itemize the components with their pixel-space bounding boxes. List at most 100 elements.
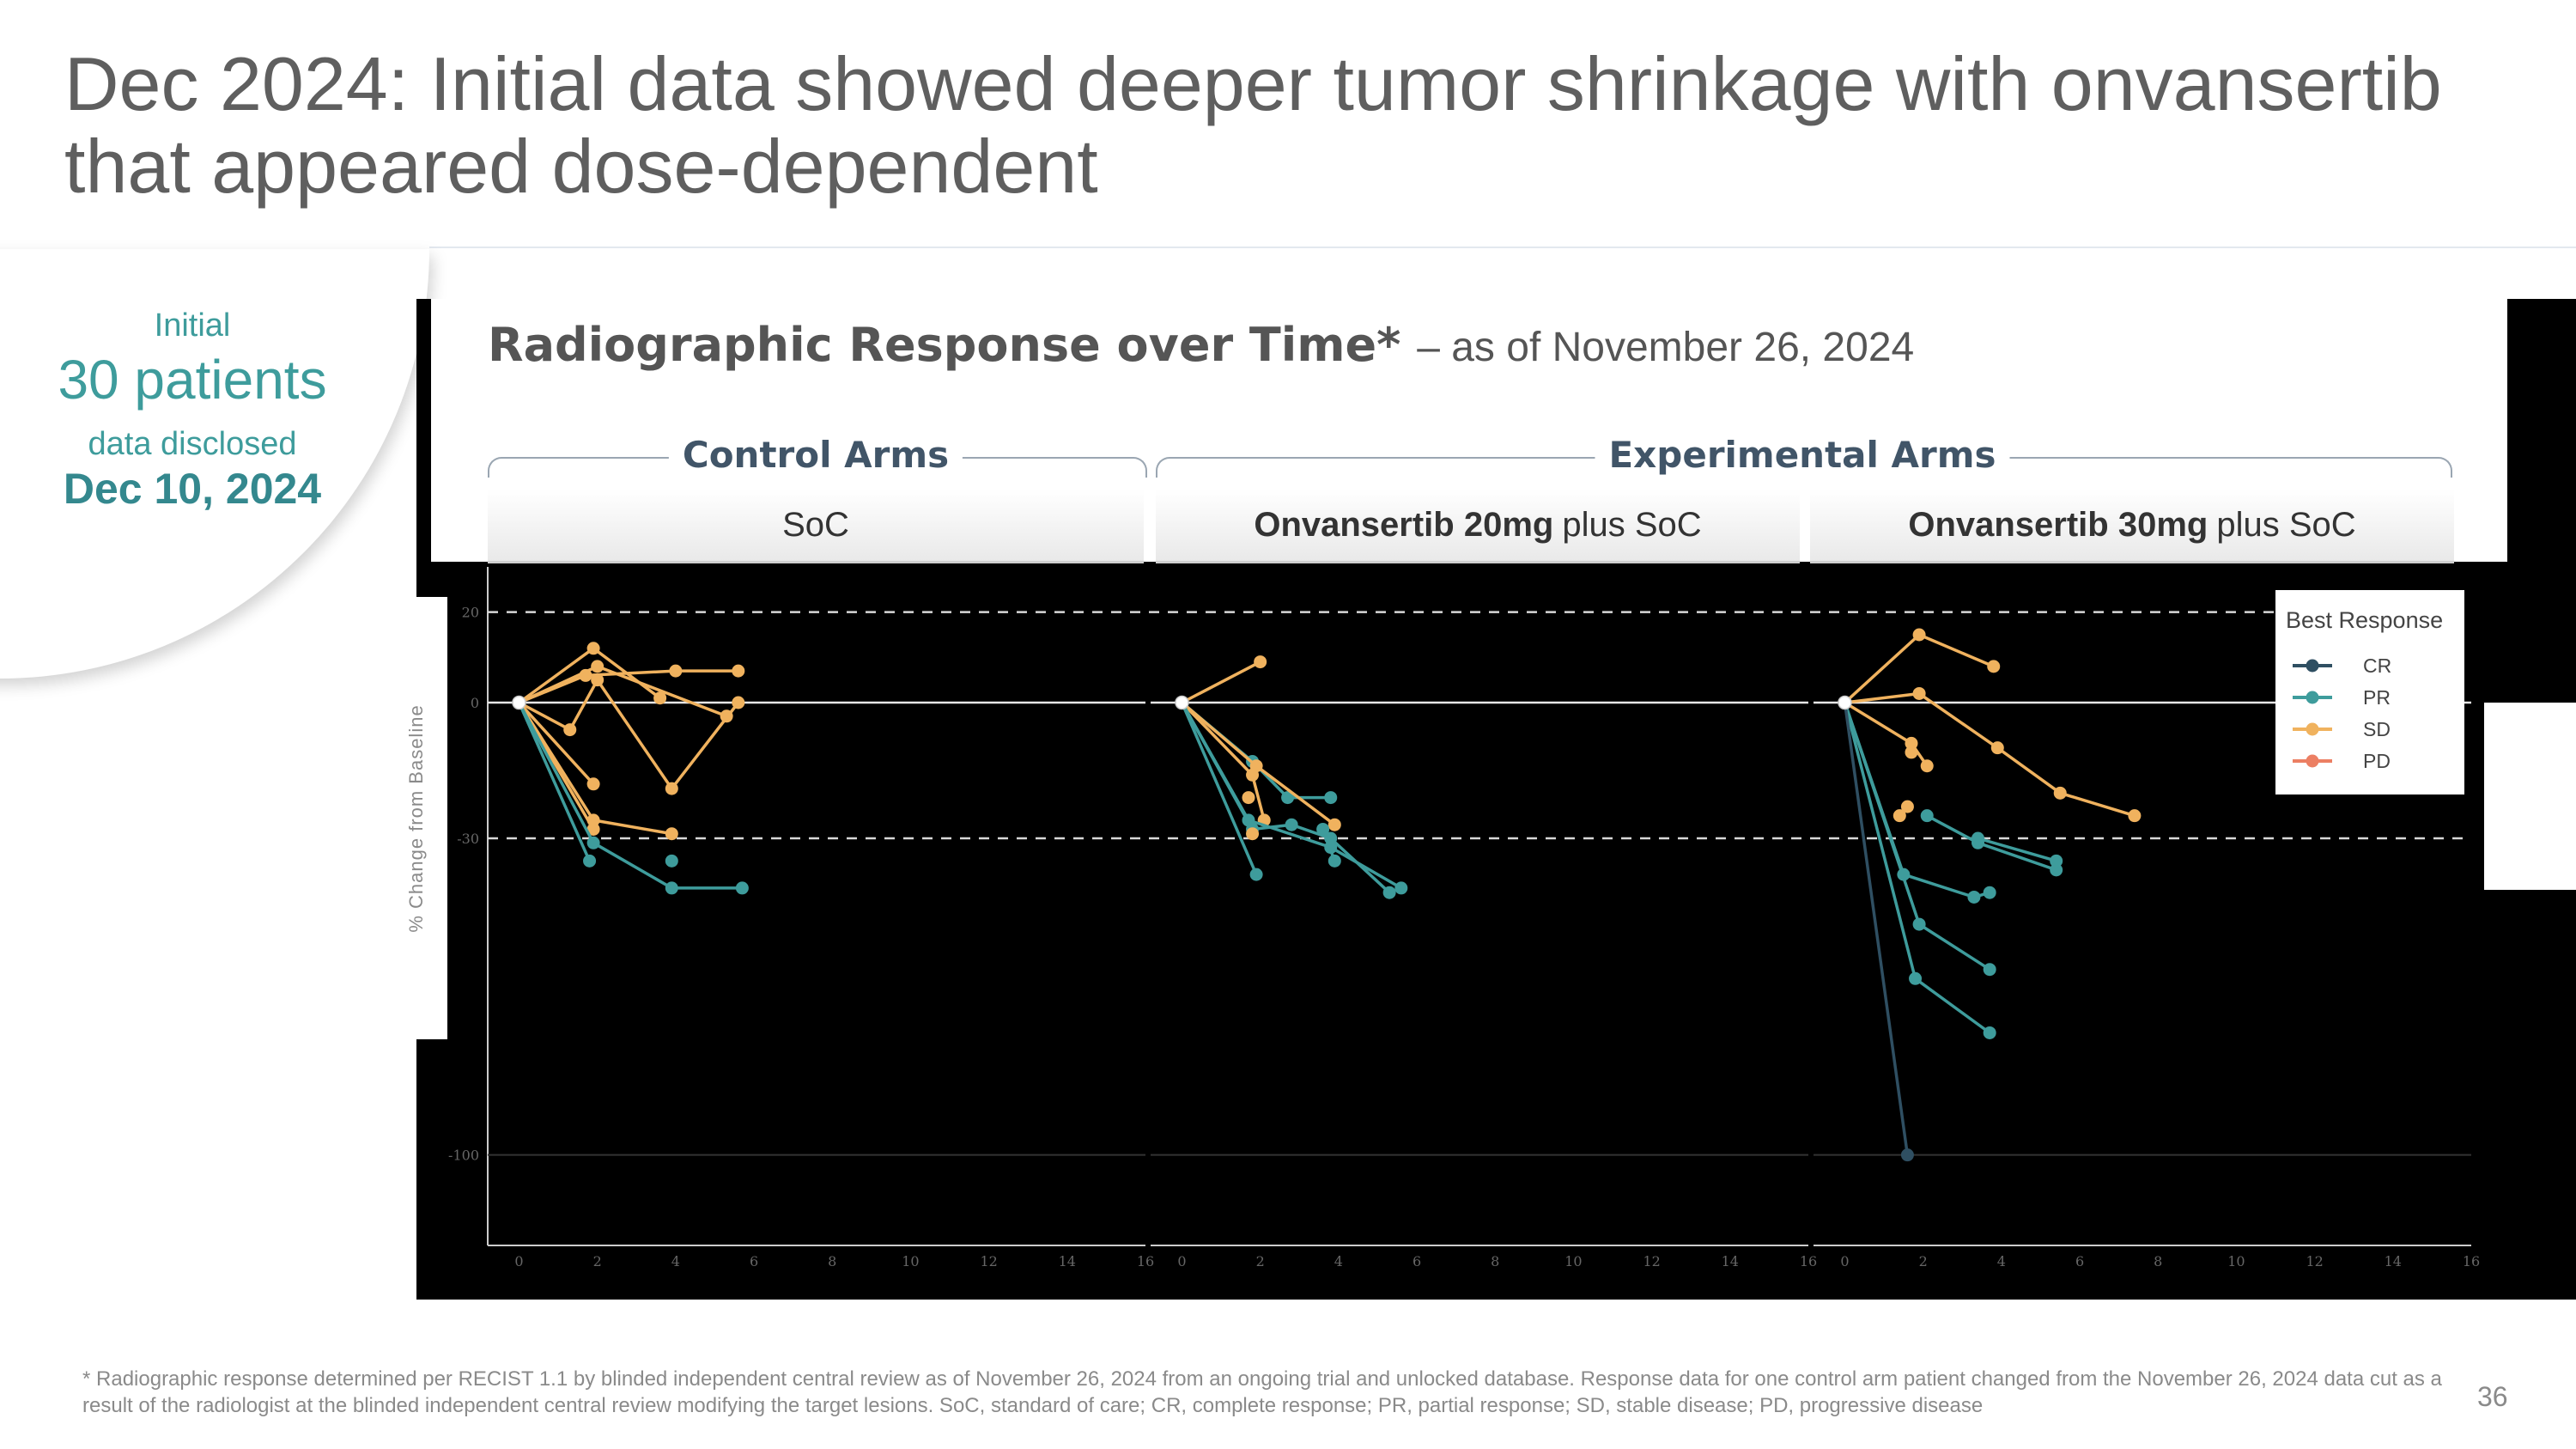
x-tick-label: 6	[1413, 1253, 1421, 1269]
data-point-pr	[1909, 971, 1923, 985]
legend-marker-cr	[2306, 659, 2319, 673]
data-point-pr	[1382, 886, 1396, 899]
facet-header-20mg: Onvansertib 20mg plus SoC	[1156, 490, 1800, 563]
data-point-sd	[669, 664, 683, 678]
facet-header-soc: SoC	[488, 490, 1144, 563]
x-tick-label: 2	[1919, 1253, 1928, 1269]
x-tick-label: 16	[2463, 1253, 2480, 1269]
facet-header-30mg: Onvansertib 30mg plus SoC	[1810, 490, 2454, 563]
series-line-cr	[1843, 702, 1910, 1155]
y-tick-label: -100	[448, 1148, 479, 1164]
data-point-sd	[1905, 746, 1918, 759]
data-point-sd	[1900, 800, 1914, 813]
facet-header-20mg-suffix: plus SoC	[1562, 506, 1702, 544]
data-point-pr	[1281, 791, 1295, 805]
data-point-sd	[1905, 736, 1918, 750]
x-tick-label: 14	[2385, 1253, 2402, 1269]
group-label-experimental: Experimental Arms	[1595, 434, 2010, 476]
data-point-cr	[1900, 1148, 1914, 1162]
title-divider	[429, 247, 2576, 248]
data-point-sd	[2128, 809, 2142, 823]
data-point-sd	[1990, 741, 2004, 755]
x-tick-label: 2	[593, 1253, 602, 1269]
data-point-sd	[586, 642, 600, 655]
slide-title: Dec 2024: Initial data showed deeper tum…	[64, 41, 2442, 209]
data-point-pr	[586, 836, 600, 849]
data-point-pr	[1983, 1026, 1996, 1039]
legend-marker-pd	[2306, 754, 2319, 768]
legend-label-sd: SD	[2363, 718, 2391, 740]
facet-header-soc-label: SoC	[782, 506, 849, 544]
data-point-pr	[1394, 881, 1408, 895]
data-point-sd	[732, 696, 745, 709]
x-tick-label: 8	[1491, 1253, 1499, 1269]
x-tick-label: 0	[514, 1253, 523, 1269]
series-line-pr	[517, 702, 592, 862]
facet-header-20mg-bold: Onvansertib 20mg	[1254, 506, 1554, 544]
legend-marker-sd	[2306, 722, 2319, 736]
data-point-pr	[1316, 822, 1330, 836]
series-line-sd	[518, 669, 738, 704]
x-tick-label: 10	[2227, 1253, 2245, 1269]
baseline-origin-point	[1175, 695, 1189, 710]
legend-title: Best Response	[2286, 607, 2443, 633]
data-point-sd	[1246, 827, 1260, 841]
legend-marker-pr	[2306, 691, 2319, 704]
data-point-pr	[1327, 854, 1341, 868]
x-tick-label: 14	[1722, 1253, 1739, 1269]
x-tick-label: 10	[902, 1253, 919, 1269]
data-point-sd	[653, 691, 667, 705]
legend-label-pd: PD	[2363, 750, 2391, 772]
series-line-pr	[1181, 701, 1331, 800]
x-tick-label: 0	[1177, 1253, 1186, 1269]
x-tick-label: 6	[2075, 1253, 2084, 1269]
data-point-pr	[583, 854, 597, 868]
data-point-sd	[1327, 818, 1341, 831]
x-tick-label: 6	[750, 1253, 758, 1269]
data-point-sd	[1893, 809, 1906, 823]
x-tick-label: 4	[671, 1253, 680, 1269]
y-tick-label: 0	[471, 695, 479, 711]
x-tick-label: 8	[828, 1253, 836, 1269]
chart-title-main: Radiographic Response over Time*	[488, 318, 1401, 372]
x-tick-label: 8	[2154, 1253, 2162, 1269]
data-point-pr	[665, 881, 678, 895]
callout-initial: Initial	[154, 307, 231, 344]
series-line-pr	[1978, 837, 2057, 862]
series-line-sd	[518, 701, 595, 785]
data-point-pr	[1967, 890, 1981, 904]
y-tick-label: 20	[462, 605, 479, 621]
x-tick-label: 10	[1564, 1253, 1582, 1269]
callout-disclosed: data disclosed	[88, 426, 297, 462]
data-point-sd	[732, 664, 745, 678]
facet-header-30mg-bold: Onvansertib 30mg	[1908, 506, 2208, 544]
data-point-sd	[586, 777, 600, 791]
data-point-pr	[1912, 917, 1926, 931]
data-point-sd	[591, 660, 605, 673]
data-point-pr	[665, 854, 678, 868]
series-line-sd	[1181, 661, 1261, 704]
data-point-pr	[2050, 854, 2063, 868]
data-point-sd	[1912, 628, 1926, 642]
data-point-sd	[1912, 686, 1926, 700]
x-tick-label: 16	[1800, 1253, 1817, 1269]
x-tick-label: 16	[1137, 1253, 1154, 1269]
data-point-pr	[1983, 963, 1996, 977]
data-point-sd	[1246, 768, 1260, 782]
callout-patient-count: 30 patients	[58, 349, 327, 411]
data-point-pr	[2050, 863, 2063, 877]
data-point-sd	[563, 723, 577, 737]
x-tick-label: 4	[1997, 1253, 2006, 1269]
data-point-sd	[665, 827, 678, 841]
legend-label-pr: PR	[2363, 686, 2391, 709]
data-point-sd	[665, 782, 678, 795]
data-point-sd	[591, 673, 605, 687]
y-axis-title-panel	[416, 597, 447, 1039]
facet-header-30mg-suffix: plus SoC	[2216, 506, 2356, 544]
x-tick-label: 14	[1059, 1253, 1076, 1269]
group-label-control: Control Arms	[668, 434, 963, 476]
x-tick-label: 2	[1256, 1253, 1265, 1269]
chart-title: Radiographic Response over Time* – as of…	[488, 318, 1914, 372]
x-tick-label: 12	[980, 1253, 997, 1269]
